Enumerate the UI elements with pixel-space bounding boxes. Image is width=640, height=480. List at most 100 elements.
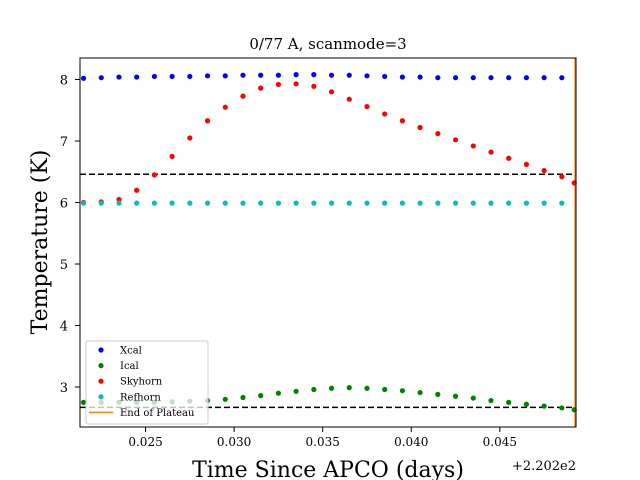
point-xcal	[435, 75, 441, 81]
point-skyhorn	[523, 161, 530, 167]
point-refhorn	[275, 200, 281, 206]
point-refhorn	[116, 200, 122, 206]
y-tick-label: 6	[60, 197, 68, 212]
legend-label-refhorn: Refhorn	[120, 392, 161, 403]
point-skyhorn	[382, 111, 388, 117]
point-refhorn	[523, 200, 530, 206]
point-xcal	[382, 73, 388, 80]
point-refhorn	[470, 200, 476, 206]
point-skyhorn	[134, 187, 140, 193]
point-xcal	[470, 75, 476, 81]
point-xcal	[311, 72, 317, 78]
point-refhorn	[98, 200, 104, 206]
point-xcal	[506, 75, 512, 81]
point-skyhorn	[435, 131, 441, 137]
point-ical	[328, 385, 335, 391]
legend-label-xcal: Xcal	[120, 346, 142, 357]
point-ical	[275, 390, 281, 396]
point-refhorn	[258, 200, 264, 206]
point-xcal	[80, 75, 87, 81]
point-ical	[417, 389, 423, 396]
point-skyhorn	[470, 143, 476, 149]
point-skyhorn	[222, 104, 228, 110]
y-tick-label: 7	[60, 135, 68, 150]
point-skyhorn	[311, 83, 317, 89]
point-ical	[452, 393, 459, 399]
legend-marker-skyhorn	[98, 378, 104, 384]
point-ical	[382, 386, 388, 393]
point-ical	[506, 399, 512, 405]
point-skyhorn	[506, 155, 512, 161]
x-tick-label: 0.025	[128, 435, 162, 449]
chart-title: 0/77 A, scanmode=3	[249, 35, 406, 53]
point-xcal	[187, 73, 193, 80]
point-refhorn	[417, 200, 423, 206]
point-ical	[541, 403, 547, 409]
plot-marks	[80, 58, 577, 427]
point-xcal	[417, 74, 423, 80]
series-xcal	[80, 72, 565, 81]
point-xcal	[293, 72, 299, 78]
y-axis-label: Temperature (K)	[28, 150, 53, 335]
point-skyhorn	[116, 196, 122, 203]
series-refhorn	[80, 200, 565, 206]
point-refhorn	[134, 200, 140, 206]
point-skyhorn	[399, 118, 405, 124]
point-xcal	[222, 73, 228, 79]
point-refhorn	[541, 200, 547, 206]
legend-label-ical: Ical	[120, 361, 139, 372]
point-ical	[222, 396, 228, 402]
point-xcal	[541, 75, 547, 81]
point-xcal	[204, 73, 211, 79]
legend-label-skyhorn: Skyhorn	[120, 377, 163, 388]
point-skyhorn	[364, 103, 370, 110]
point-skyhorn	[346, 96, 352, 102]
point-ical	[258, 393, 264, 399]
point-ical	[523, 401, 530, 407]
y-axis-ticks: 3 4 5 6 7 8	[60, 74, 80, 396]
x-axis-ticks: 0.025 0.030 0.035 0.040 0.045	[128, 427, 517, 449]
point-refhorn	[169, 200, 175, 206]
point-skyhorn	[275, 81, 281, 88]
point-skyhorn	[417, 124, 423, 131]
point-ical	[293, 388, 299, 394]
point-xcal	[488, 75, 494, 81]
point-skyhorn	[541, 167, 547, 174]
legend: Xcal Ical Skyhorn Refhorn End of Plateau	[85, 340, 209, 425]
y-tick-label: 3	[60, 381, 68, 396]
point-ical	[435, 391, 441, 398]
point-skyhorn	[151, 172, 157, 178]
x-tick-label: 0.035	[306, 435, 340, 449]
point-ical	[488, 397, 494, 404]
point-refhorn	[151, 200, 157, 206]
point-xcal	[258, 72, 264, 78]
point-skyhorn	[559, 174, 565, 180]
point-skyhorn	[328, 89, 335, 95]
point-refhorn	[311, 200, 317, 206]
point-xcal	[169, 73, 175, 80]
point-ical	[311, 386, 317, 393]
point-xcal	[328, 72, 335, 78]
point-refhorn	[222, 200, 228, 206]
point-ical	[399, 388, 405, 394]
point-refhorn	[80, 200, 87, 206]
point-skyhorn	[258, 85, 264, 91]
point-ical	[364, 385, 370, 391]
x-tick-label: 0.040	[394, 435, 428, 449]
point-skyhorn	[169, 153, 175, 159]
point-xcal	[151, 73, 157, 80]
point-skyhorn	[452, 137, 459, 143]
point-xcal	[452, 75, 459, 81]
point-ical	[80, 399, 87, 405]
point-skyhorn	[187, 135, 193, 141]
point-refhorn	[204, 200, 211, 206]
point-refhorn	[506, 200, 512, 206]
x-tick-label: 0.045	[483, 435, 517, 449]
point-xcal	[134, 74, 140, 80]
plot-frame	[79, 57, 577, 428]
point-xcal	[364, 73, 370, 79]
point-refhorn	[559, 200, 565, 206]
point-refhorn	[328, 200, 335, 206]
point-xcal	[275, 72, 281, 78]
